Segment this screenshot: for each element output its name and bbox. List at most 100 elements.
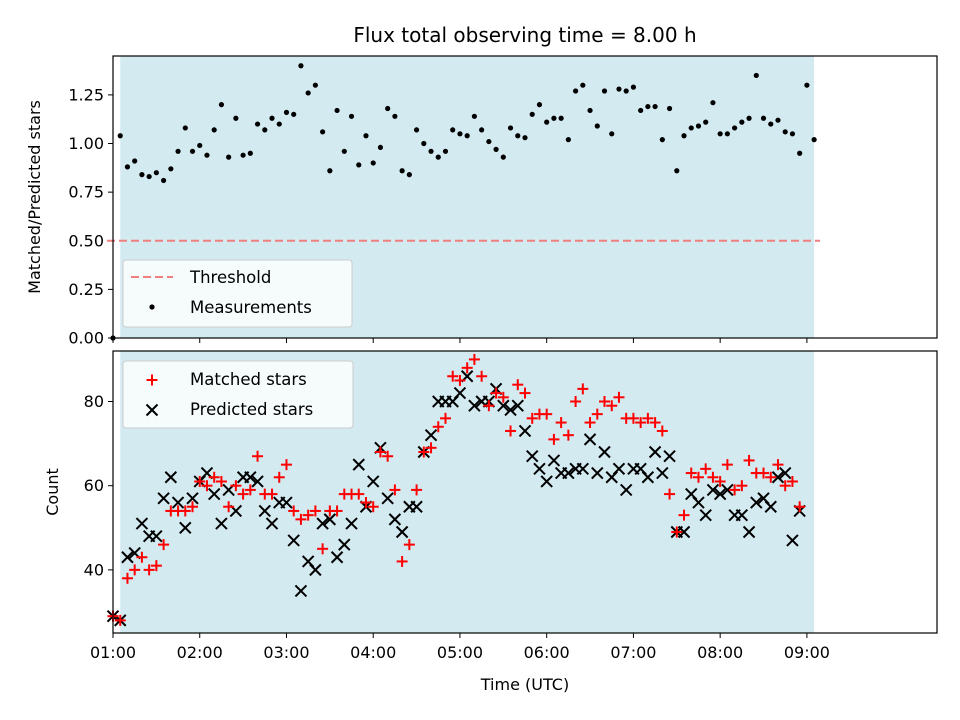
matched-stars-point [743,454,755,466]
matched-stars-point [194,475,206,487]
legend-matched-label: Matched stars [190,370,307,389]
measurement-point [645,103,651,110]
measurement-point [609,131,615,137]
matched-stars-point [418,446,430,458]
predicted-stars-point [453,386,467,400]
predicted-stars-point [619,483,633,497]
measurement-point [435,154,441,160]
predicted-stars-point [468,399,481,412]
legend-measurements-swatch [149,304,155,310]
predicted-stars-point [121,551,134,564]
predicted-stars-point [663,450,676,463]
measurement-point [710,100,716,106]
predicted-stars-point [395,525,409,539]
matched-stars-point [367,501,379,513]
top-y-tick-label: 0.75 [68,183,104,202]
matched-stars-point [201,480,213,492]
legend-matched-marker [146,374,158,386]
matched-stars-point [468,353,480,365]
measurement-point [363,133,369,139]
measurement-point [218,102,225,108]
predicted-stars-point [764,500,777,513]
matched-stars-point [772,459,784,471]
measurement-point [782,129,788,135]
top-legend-box [122,259,353,328]
measurement-point [153,170,159,176]
predicted-stars-point [171,496,185,509]
predicted-stars-point [699,508,712,522]
predicted-stars-point [713,487,727,501]
matched-stars-point [150,560,162,572]
legend-matched-swatch [146,374,158,386]
matched-stars-point [548,433,560,445]
matched-stars-point [656,425,668,437]
matched-stars-point [331,505,343,517]
measurement-point [457,131,463,137]
predicted-stars-point [294,584,308,598]
bottom-y-tick-label: 40 [84,560,104,579]
predicted-stars-point [533,462,546,476]
measurement-point [594,123,600,129]
measurement-point [529,111,535,117]
matched-stars-point [309,505,321,517]
predicted-stars-point [330,551,344,564]
measurement-point [580,82,586,88]
measurement-point [536,102,543,108]
measurement-point [739,119,745,125]
measurement-point [226,154,232,160]
matched-stars-point [454,374,466,386]
measurement-point [291,111,297,117]
matched-stars-point [786,475,798,487]
measurement-point [233,115,239,121]
matched-stars-point [758,467,770,479]
matched-stars-point [244,484,256,496]
measurement-point [493,146,499,152]
predicted-stars-point [280,496,293,509]
measurement-point [392,113,398,119]
matched-stars-point [447,370,459,382]
predicted-stars-point [316,517,329,530]
matched-stars-point [555,417,567,429]
matched-stars-point [700,463,712,475]
x-axis-label: Time (UTC) [480,675,569,694]
top-y-tick-label: 0.25 [68,280,104,299]
measurement-point [254,121,261,127]
measurement-point [348,113,355,119]
predicted-stars-point [497,399,510,412]
legend-predicted-marker [145,403,159,417]
ratio-panel: Flux total observing time = 8.00 h Match… [25,23,938,348]
measurement-point [168,166,174,172]
measurement-point [428,148,434,154]
top-y-axis-label: Matched/Predicted stars [25,100,44,294]
x-tick-label: 04:00 [350,643,396,662]
measurement-point [276,121,282,127]
predicted-stars-point [164,471,178,484]
predicted-stars-point [504,403,517,417]
measurement-point [630,84,637,90]
predicted-stars-point [150,529,163,543]
predicted-stars-point [424,428,438,442]
matched-stars-point [584,417,596,429]
matched-stars-point [526,412,538,424]
predicted-stars-point [309,563,322,577]
matched-stars-point [642,412,654,424]
predicted-stars-point [591,466,604,480]
matched-stars-point [649,417,661,429]
x-tick-label: 03:00 [263,643,309,662]
measurement-point [160,177,167,184]
measurement-point [804,82,810,88]
measurement-point [247,150,253,156]
measurement-point [471,113,478,119]
matched-stars-point [779,480,791,492]
predicted-stars-point [742,525,756,539]
top-x-axis [112,338,808,343]
predicted-stars-point [157,492,170,505]
x-tick-label: 05:00 [437,643,483,662]
matched-stars-point [317,543,329,555]
measurement-point [450,127,456,133]
predicted-stars-point [706,483,720,497]
matched-stars-point [707,471,719,483]
predicted-stars-point [735,508,749,522]
matched-stars-point [714,475,726,487]
